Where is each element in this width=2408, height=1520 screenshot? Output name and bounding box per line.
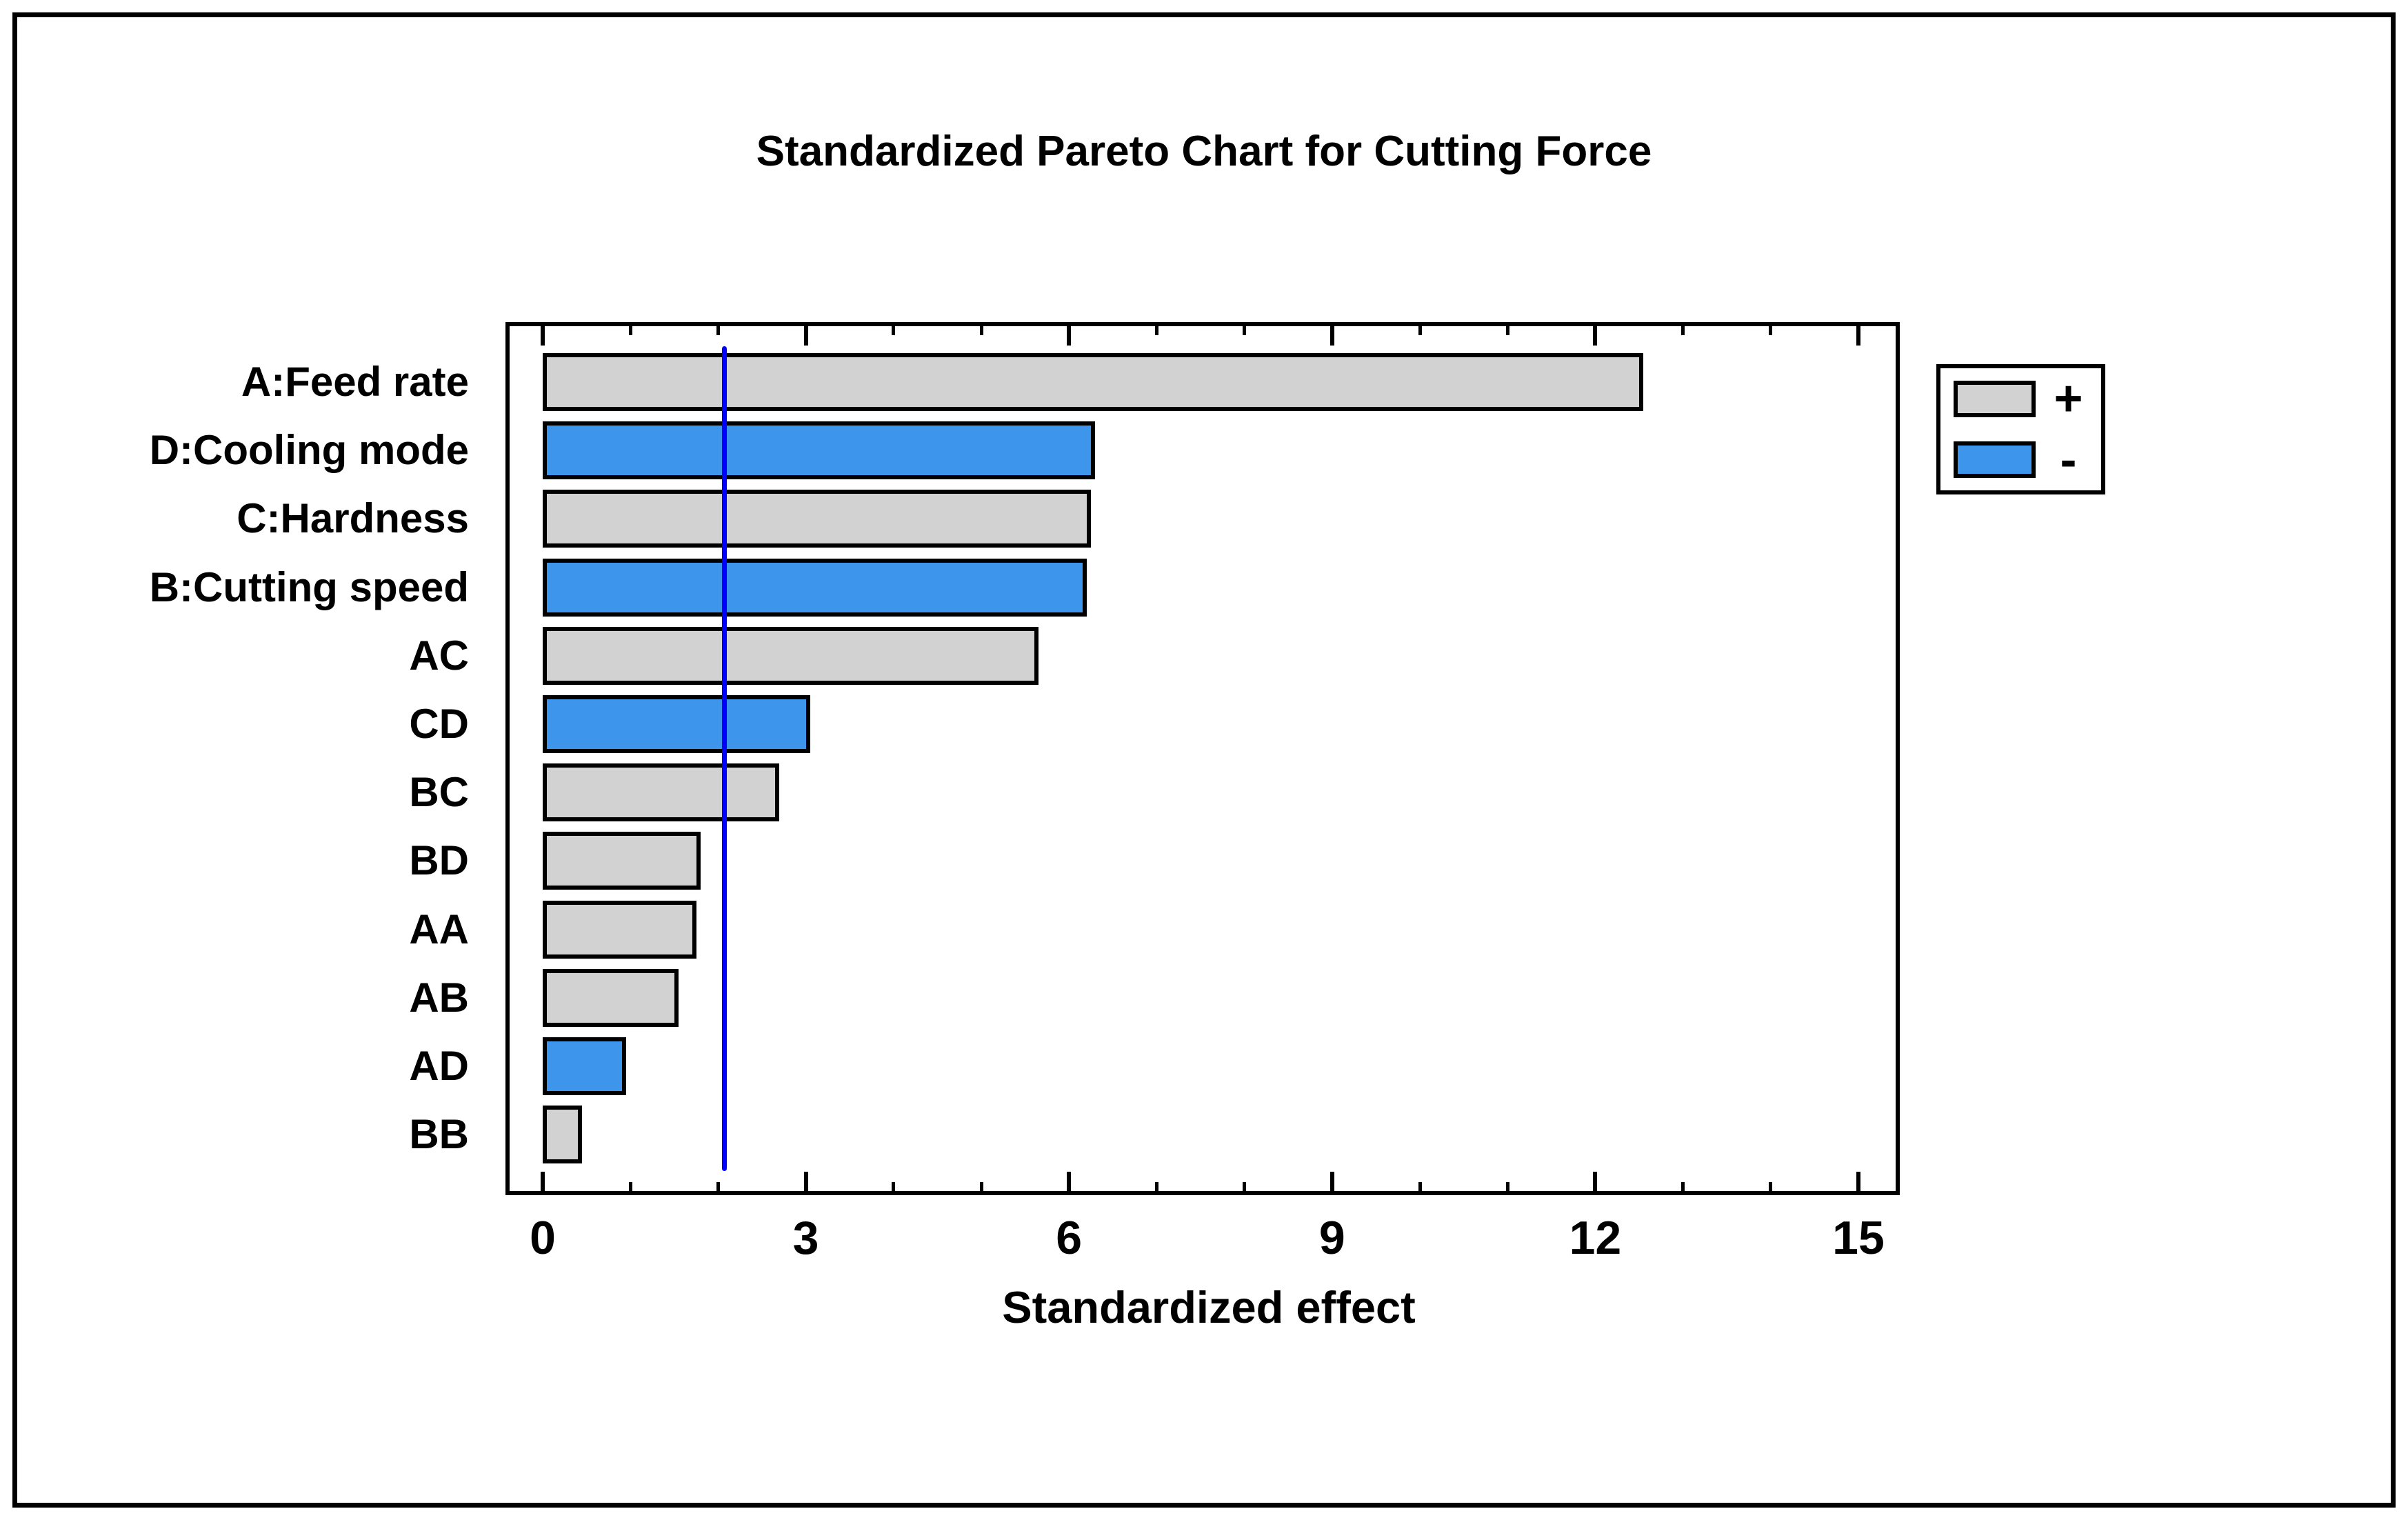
outer-border (12, 12, 2396, 1508)
category-label: AC (409, 632, 469, 679)
minor-tick (1681, 1182, 1685, 1191)
minor-tick (628, 1182, 632, 1191)
minor-tick (979, 1182, 983, 1191)
major-tick (1856, 326, 1860, 346)
legend-label: - (2060, 432, 2077, 488)
major-tick (1593, 326, 1598, 346)
minor-tick (892, 1182, 896, 1191)
major-tick (541, 326, 545, 346)
x-tick-label: 0 (530, 1212, 556, 1264)
major-tick (1593, 1172, 1598, 1191)
minor-tick (1418, 1182, 1422, 1191)
legend: + - (1936, 364, 2105, 494)
minor-tick (1681, 326, 1685, 335)
major-tick (803, 1172, 808, 1191)
threshold-line (721, 346, 727, 1171)
major-tick (1856, 1172, 1860, 1191)
major-tick (541, 1172, 545, 1191)
x-tick-label: 3 (792, 1212, 819, 1264)
bar-d-cooling-mode (543, 421, 1096, 480)
x-tick-label: 9 (1318, 1212, 1345, 1264)
category-label: AD (409, 1043, 469, 1089)
bar-ac (543, 626, 1039, 685)
major-tick (1067, 1172, 1072, 1191)
x-axis-title: Standardized effect (1002, 1282, 1416, 1332)
minor-tick (1418, 326, 1422, 335)
bar-ab (543, 968, 679, 1027)
bar-a-feed-rate (543, 353, 1644, 411)
bar-cd (543, 695, 810, 753)
minor-tick (716, 326, 720, 335)
bar-bb (543, 1106, 583, 1164)
legend-row: + (1940, 368, 2101, 429)
bar-b-cutting-speed (543, 558, 1087, 617)
minor-tick (979, 326, 983, 335)
major-tick (1330, 1172, 1334, 1191)
category-label: A:Feed rate (241, 359, 469, 405)
minor-tick (1243, 326, 1247, 335)
category-label: C:Hardness (237, 495, 469, 542)
minor-tick (1769, 326, 1773, 335)
legend-swatch-negative (1954, 441, 2036, 479)
legend-label: + (2054, 371, 2083, 427)
category-label: BD (409, 837, 469, 884)
legend-row: - (1940, 430, 2101, 490)
bar-bc (543, 763, 780, 822)
legend-swatch-positive (1954, 380, 2036, 417)
category-label: D:Cooling mode (149, 427, 469, 474)
minor-tick (628, 326, 632, 335)
category-label: AB (409, 974, 469, 1021)
minor-tick (1154, 1182, 1158, 1191)
category-label: CD (409, 701, 469, 747)
major-tick (1067, 326, 1072, 346)
major-tick (1330, 326, 1334, 346)
minor-tick (1243, 1182, 1247, 1191)
bar-ad (543, 1037, 626, 1095)
chart-title: Standardized Pareto Chart for Cutting Fo… (756, 128, 1652, 175)
x-tick-label: 15 (1832, 1212, 1885, 1264)
major-tick (803, 326, 808, 346)
x-tick-label: 12 (1569, 1212, 1622, 1264)
bar-c-hardness (543, 490, 1091, 548)
category-label: AA (409, 906, 469, 952)
minor-tick (716, 1182, 720, 1191)
bar-aa (543, 900, 696, 959)
minor-tick (1505, 326, 1509, 335)
bar-bd (543, 832, 701, 890)
x-tick-label: 6 (1056, 1212, 1083, 1264)
minor-tick (1769, 1182, 1773, 1191)
minor-tick (1154, 326, 1158, 335)
category-label: B:Cutting speed (149, 563, 469, 610)
category-label: BC (409, 769, 469, 816)
category-label: BB (409, 1111, 469, 1158)
minor-tick (1505, 1182, 1509, 1191)
minor-tick (892, 326, 896, 335)
